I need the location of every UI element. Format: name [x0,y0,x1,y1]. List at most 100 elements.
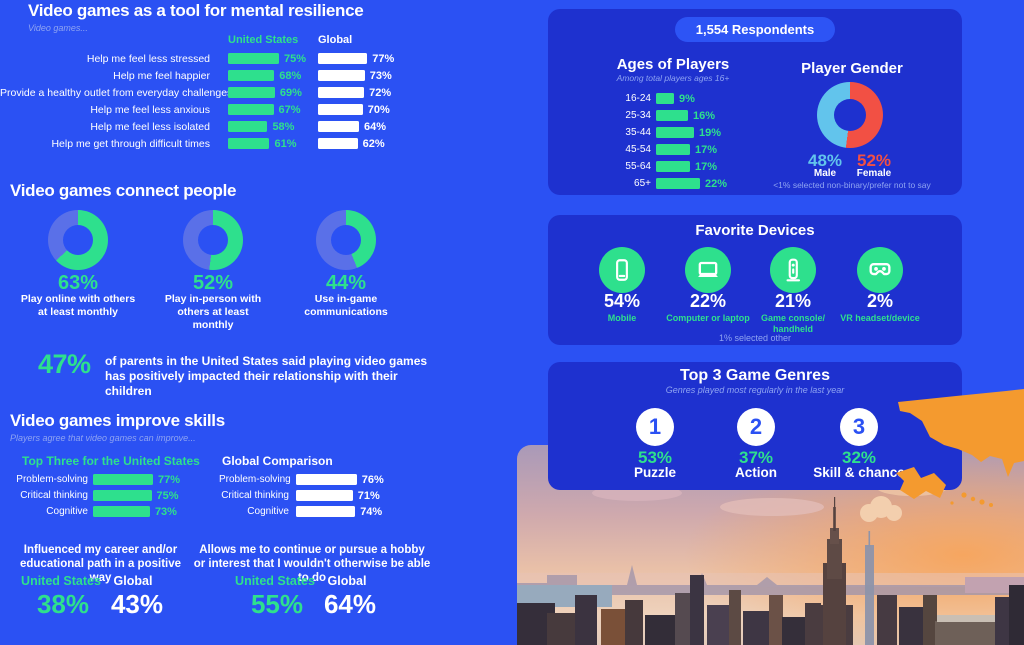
age-row: 45-54 17% [625,143,718,156]
stat-b-global-value: 64% [323,589,377,619]
us-bar [228,70,275,81]
device-pct: 2% [866,291,893,311]
donut-label: Play online with others at least monthly [20,293,136,318]
skills-us-row: Problem-solving 77% [16,473,181,486]
rank-badge: 2 [737,408,775,446]
age-bar [656,144,690,155]
global-bar [318,53,368,64]
stat-b-us-value: 55% [250,589,304,619]
donut-hole [331,225,361,255]
female-label: Female [856,168,892,179]
parents-callout-value: 47% [38,349,91,379]
genres-panel: Top 3 Game Genres Genres played most reg… [548,362,962,490]
us-bar [228,121,268,132]
device-label: Game console/ handheld [760,313,826,334]
us-bar [93,490,152,501]
resilience-row: Help me feel happier 68% 73% [113,69,392,82]
male-label: Male [813,168,837,179]
device-label: Computer or laptop [666,313,750,323]
device-pct: 54% [603,291,641,311]
stat-a-us-label: United States [21,574,101,588]
us-bar [228,87,275,98]
resilience-subtitle: Video games... [28,23,88,33]
female-pct: 52% [856,151,892,170]
genre-label: Puzzle [633,465,676,480]
device-circle [685,247,731,293]
male-pct: 48% [807,151,843,170]
donut-hole [63,225,93,255]
genres-title: Top 3 Game Genres [680,367,830,384]
global-bar [296,474,357,485]
age-bar [656,161,690,172]
us-bar [93,474,154,485]
age-row: 55-64 17% [625,160,718,173]
donut-hole [834,99,866,131]
global-bar [318,70,365,81]
device-pct: 22% [689,291,727,311]
global-bar [296,506,356,517]
global-bar [296,490,353,501]
ages-subtitle: Among total players ages 16+ [616,73,730,83]
global-bar [318,121,359,132]
age-bar [656,127,694,138]
skills-global-row: Problem-solving 76% [219,473,384,486]
genre-label: Action [735,465,777,480]
device-pct: 21% [774,291,812,311]
genre-label: Skill & chance [813,465,905,480]
resilience-row: Help me get through difficult times 61% … [51,137,385,150]
donut-pct: 52% [192,272,234,294]
resilience-row: Help me feel less anxious 67% 70% [90,103,390,116]
donut-hole [198,225,228,255]
stat-b-heading: Allows me to continue or pursue a hobby … [193,544,431,584]
gender-donut-chart [817,82,883,148]
genre-pct: 53% [637,448,673,467]
device-circle [770,247,816,293]
genre-pct: 32% [841,448,877,467]
skills-us-heading: Top Three for the United States [22,454,200,468]
resilience-row: Help me feel less isolated 58% 64% [90,120,386,133]
skills-subtitle: Players agree that video games can impro… [10,433,196,443]
age-bar [656,110,688,121]
global-bar [318,87,365,98]
mobile-icon [616,259,628,281]
resilience-row: Help me feel less stressed 75% 77% [86,52,395,65]
us-bar [93,506,150,517]
device-circle [599,247,645,293]
donut-chart-ingame [316,210,376,270]
rank-badge: 1 [636,408,674,446]
age-row: 25-34 16% [625,109,716,122]
resilience-col-global: Global [318,34,353,46]
us-bar [228,53,279,64]
resilience-col-us: United States [228,34,299,46]
us-bar [228,138,270,149]
devices-footnote: 1% selected other [718,333,792,343]
age-row: 65+ 22% [634,177,728,190]
parents-callout-text: of parents in the United States said pla… [105,354,428,398]
skills-title: Video games improve skills [10,411,225,430]
donut-pct: 44% [325,272,367,294]
device-label: Mobile [607,313,637,323]
us-map [886,385,1024,520]
age-row: 35-44 19% [625,126,722,139]
skills-us-row: Critical thinking 75% [20,489,179,502]
devices-panel: Favorite Devices 54% 22% 21% 2% [548,215,962,345]
genre-pct: 37% [738,448,774,467]
donut-pct: 63% [57,272,99,294]
device-label: VR headset/device [840,313,920,323]
respondents-badge: 1,554 Respondents [675,17,835,42]
age-bar [656,178,700,189]
global-bar [318,104,363,115]
connect-title: Video games connect people [10,181,237,200]
age-row: 16-24 9% [625,92,695,105]
devices-title: Favorite Devices [695,222,815,239]
skills-us-row: Cognitive 73% [46,505,177,518]
ages-title: Ages of Players [616,56,730,73]
stat-b-global-label: Global [327,574,367,588]
gender-title: Player Gender [801,60,903,77]
skills-global-heading: Global Comparison [222,454,333,468]
device-circle [857,247,903,293]
stat-a-heading: Influenced my career and/or educational … [19,544,182,584]
resilience-row: Provide a healthy outlet from everyday c… [0,86,392,99]
donut-chart-inperson [183,210,243,270]
